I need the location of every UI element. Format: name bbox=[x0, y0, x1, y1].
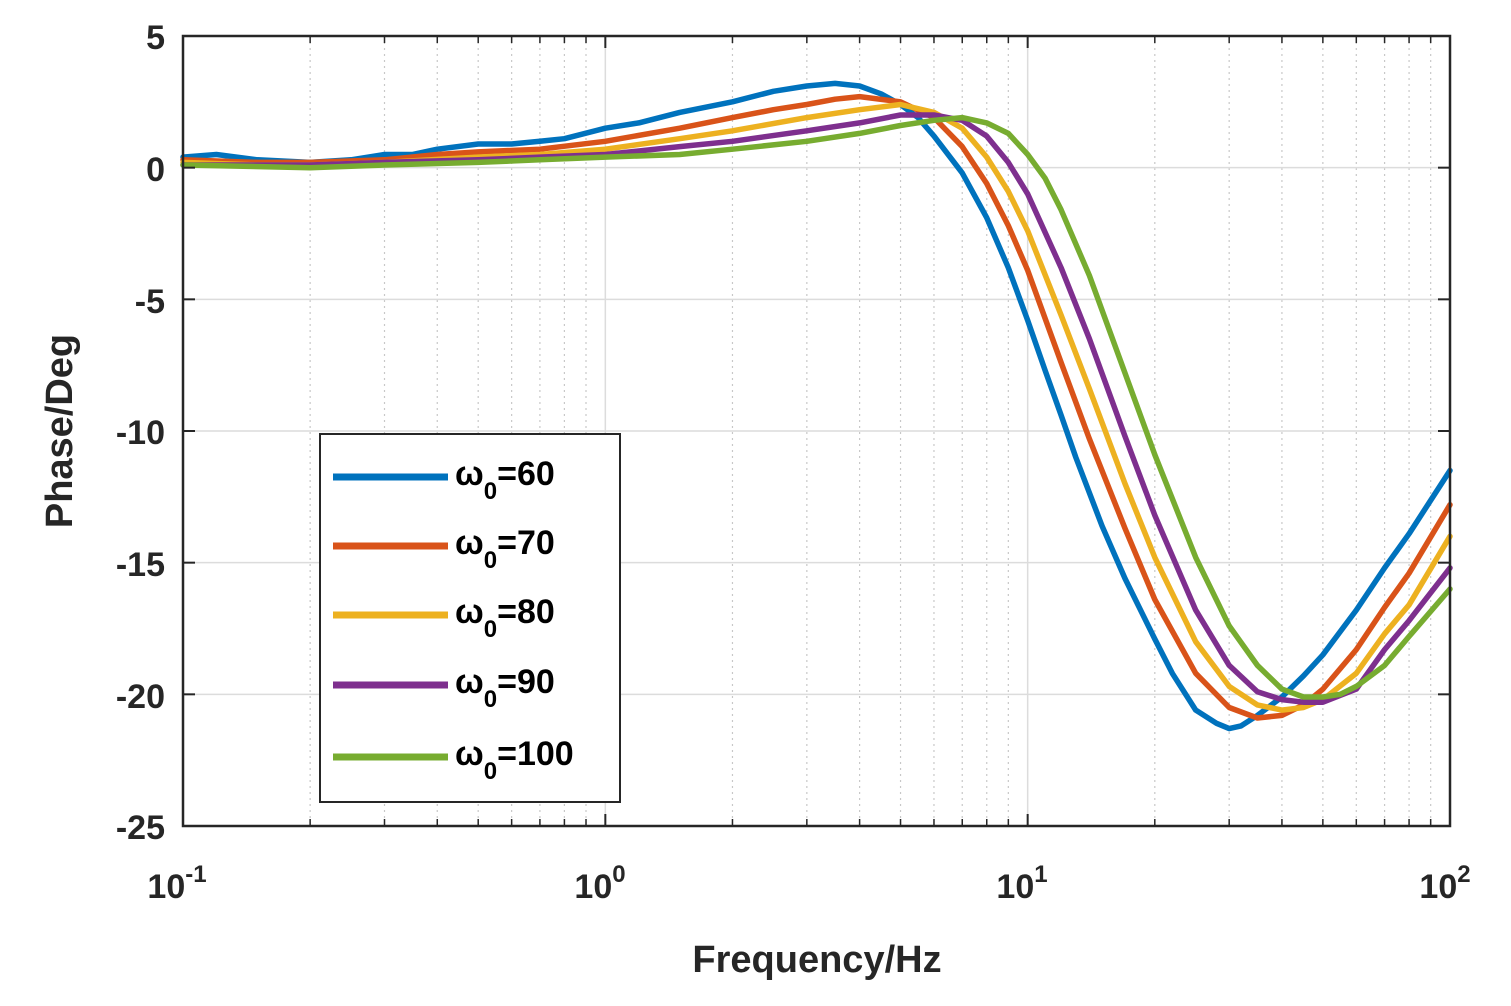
y-tick-label: 5 bbox=[146, 19, 165, 57]
legend-label: ω0=90 bbox=[455, 663, 555, 713]
x-tick-label: 101 bbox=[996, 861, 1047, 906]
legend-entry: ω0=70 bbox=[333, 524, 555, 574]
legend: ω0=60 ω0=70 ω0=80 ω0=90 ω0=100 bbox=[319, 433, 621, 803]
legend-entry: ω0=80 bbox=[333, 593, 555, 643]
x-tick-label: 100 bbox=[574, 861, 625, 906]
y-tick-label: 0 bbox=[146, 151, 165, 189]
y-tick-label: -15 bbox=[116, 546, 165, 584]
legend-label: ω0=70 bbox=[455, 524, 555, 574]
series-line-5 bbox=[180, 114, 1453, 700]
y-tick-label: -20 bbox=[116, 678, 165, 716]
x-axis-label: Frequency/Hz bbox=[692, 939, 941, 981]
y-tick-label: -10 bbox=[116, 414, 165, 452]
legend-label: ω0=60 bbox=[455, 455, 555, 505]
y-tick-label: -25 bbox=[116, 809, 165, 847]
y-axis-label: Phase/Deg bbox=[39, 334, 81, 528]
series-line-1 bbox=[180, 80, 1453, 732]
legend-entry: ω0=90 bbox=[333, 663, 555, 713]
x-tick-label: 10-1 bbox=[147, 861, 206, 906]
x-tick-label: 102 bbox=[1419, 861, 1470, 906]
legend-label: ω0=100 bbox=[455, 735, 574, 785]
legend-entry: ω0=100 bbox=[333, 735, 574, 785]
series-layer bbox=[180, 80, 1453, 732]
legend-label: ω0=80 bbox=[455, 593, 555, 643]
y-tick-label: -5 bbox=[135, 283, 165, 321]
legend-entry: ω0=60 bbox=[333, 455, 555, 505]
tick-marks bbox=[182, 35, 1451, 827]
